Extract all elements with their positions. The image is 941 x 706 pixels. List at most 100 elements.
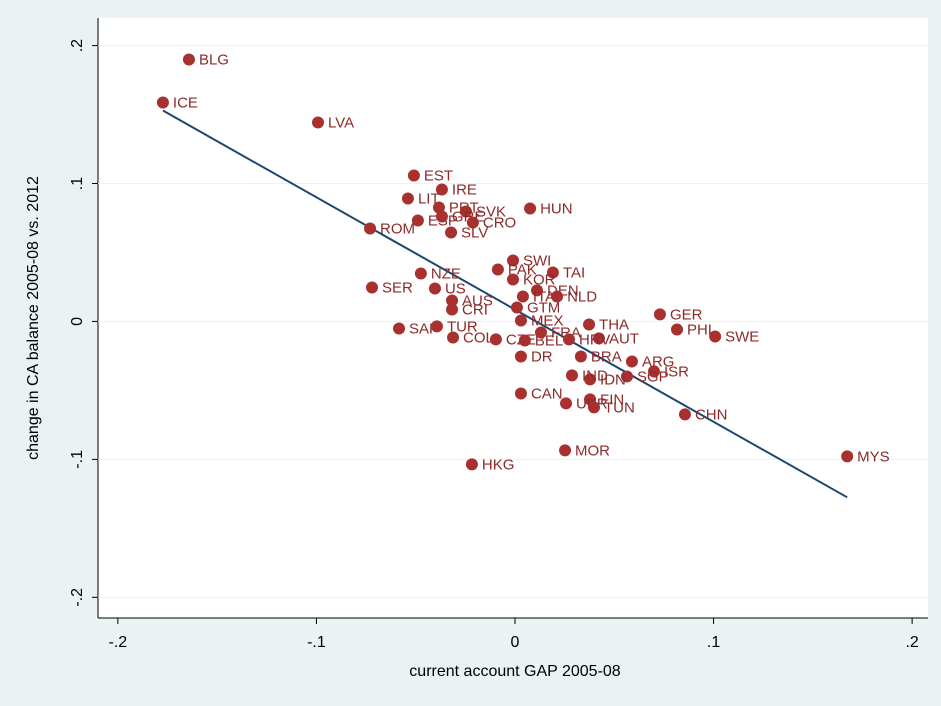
point bbox=[507, 254, 519, 267]
point bbox=[507, 273, 519, 286]
x-tick-label: .2 bbox=[905, 634, 918, 651]
point bbox=[709, 330, 722, 343]
point bbox=[562, 333, 575, 346]
point bbox=[620, 370, 633, 383]
point bbox=[435, 183, 448, 196]
point-label: ITA bbox=[533, 288, 555, 305]
point bbox=[584, 373, 597, 386]
point-label: DR bbox=[531, 348, 553, 365]
x-tick-label: -.2 bbox=[109, 634, 128, 651]
point-label: NLD bbox=[567, 288, 597, 305]
point-label: US bbox=[445, 280, 466, 297]
point-label: LIT bbox=[418, 191, 440, 208]
point-label: SVK bbox=[476, 203, 506, 220]
point-label: MOR bbox=[575, 442, 610, 459]
point-label: LVA bbox=[328, 115, 354, 132]
point bbox=[428, 282, 441, 295]
point bbox=[411, 214, 424, 227]
point-label: ICE bbox=[173, 95, 198, 112]
point bbox=[182, 53, 195, 66]
point bbox=[592, 332, 605, 345]
x-tick-label: 0 bbox=[511, 634, 520, 651]
point bbox=[393, 322, 406, 335]
point bbox=[574, 350, 587, 363]
point-label: SLV bbox=[461, 224, 488, 241]
point bbox=[551, 290, 564, 303]
point bbox=[366, 281, 379, 294]
x-axis-title: current account GAP 2005-08 bbox=[409, 663, 620, 680]
point-label: ISR bbox=[664, 363, 689, 380]
point bbox=[312, 116, 325, 129]
point bbox=[531, 284, 544, 297]
point-label: CHN bbox=[695, 406, 728, 423]
point bbox=[559, 444, 572, 457]
point-label: IRE bbox=[452, 181, 477, 198]
point-label: MEX bbox=[531, 312, 564, 329]
y-tick-label: -.1 bbox=[69, 450, 86, 469]
x-tick-label: -.1 bbox=[307, 634, 326, 651]
point bbox=[435, 210, 448, 223]
point bbox=[516, 290, 529, 303]
y-tick-label: .2 bbox=[69, 39, 86, 52]
point-label: FIN bbox=[600, 391, 624, 408]
point bbox=[671, 323, 684, 336]
point bbox=[560, 397, 573, 410]
point bbox=[414, 267, 427, 280]
point-label: TUR bbox=[447, 318, 478, 335]
point-label: NZE bbox=[431, 265, 461, 282]
point-label: THA bbox=[599, 316, 629, 333]
point bbox=[156, 96, 169, 109]
point-label: ARG bbox=[642, 353, 675, 370]
point-label: SGP bbox=[637, 368, 669, 385]
point-label: KOR bbox=[523, 271, 556, 288]
point-label: COL bbox=[463, 329, 494, 346]
point bbox=[459, 205, 472, 218]
point bbox=[489, 333, 502, 346]
point-label: AUT bbox=[609, 330, 639, 347]
point bbox=[524, 202, 537, 215]
point bbox=[534, 326, 547, 339]
x-tick-label: .1 bbox=[707, 634, 720, 651]
point-label: AUS bbox=[462, 292, 493, 309]
y-tick-label: 0 bbox=[69, 317, 86, 326]
point-label: IND bbox=[582, 367, 608, 384]
point bbox=[841, 450, 854, 463]
point-label: HUN bbox=[540, 200, 573, 217]
point bbox=[446, 294, 459, 307]
point-label: EST bbox=[424, 167, 453, 184]
point bbox=[446, 303, 459, 316]
point-label: GTM bbox=[527, 299, 560, 316]
point bbox=[546, 266, 559, 279]
point-label: SAF bbox=[409, 320, 438, 337]
point bbox=[465, 458, 478, 471]
point bbox=[514, 314, 527, 327]
point bbox=[588, 401, 601, 414]
point-label: PHL bbox=[687, 321, 716, 338]
point-label: HRV bbox=[579, 331, 610, 348]
point bbox=[514, 387, 527, 400]
point-label: TUN bbox=[604, 399, 635, 416]
point-label: BLG bbox=[199, 51, 229, 68]
fit-line bbox=[162, 109, 848, 499]
point bbox=[625, 355, 638, 368]
point bbox=[445, 226, 458, 239]
point-label: CRO bbox=[483, 215, 516, 232]
point-label: MYS bbox=[857, 448, 890, 465]
point bbox=[510, 301, 523, 314]
point bbox=[430, 320, 443, 333]
point bbox=[678, 408, 691, 421]
point bbox=[583, 318, 596, 331]
y-tick-label: .1 bbox=[69, 177, 86, 190]
point-label: SWI bbox=[523, 252, 551, 269]
point-label: CAN bbox=[531, 385, 563, 402]
point bbox=[401, 192, 414, 205]
point-label: ROM bbox=[380, 220, 415, 237]
point bbox=[466, 216, 479, 229]
point bbox=[407, 169, 420, 182]
point bbox=[565, 369, 578, 382]
point-label: CRI bbox=[462, 301, 488, 318]
point bbox=[647, 365, 660, 378]
point bbox=[518, 334, 531, 347]
point-label: GER bbox=[670, 306, 703, 323]
